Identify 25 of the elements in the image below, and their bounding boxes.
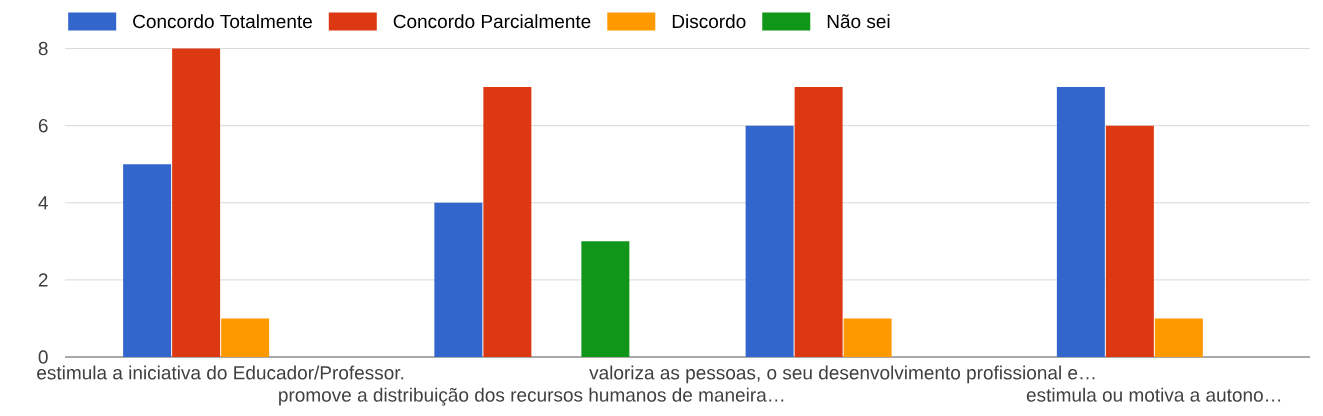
y-tick-label: 6: [38, 118, 48, 133]
bar: [843, 318, 892, 357]
x-tick-label: estimula a iniciativa do Educador/Professor.: [37, 365, 404, 380]
bar: [1056, 87, 1105, 357]
x-tick-label: promove a distribuição dos recursos humanos de maneira…: [279, 387, 784, 406]
legend-label: Concordo Parcialmente: [393, 14, 591, 29]
legend-label: Concordo Totalmente: [133, 14, 312, 29]
y-tick-label: 8: [38, 41, 48, 56]
legend-label: Não sei: [827, 14, 890, 29]
bar: [581, 241, 630, 357]
bar: [745, 125, 794, 357]
bar: [172, 48, 221, 357]
x-tick-label: estimula ou motiva a autono…: [1026, 387, 1281, 402]
legend-label: Discordo: [672, 14, 746, 29]
bar: [434, 202, 483, 357]
bar: [483, 87, 532, 357]
x-tick-label: valoriza as pessoas, o seu desenvolvimento profissional e…: [589, 365, 1095, 384]
bar: [794, 87, 843, 357]
y-tick-label: 4: [38, 196, 48, 210]
y-tick-label: 2: [38, 273, 48, 287]
y-tick-label: 0: [38, 350, 48, 364]
bar: [1154, 318, 1203, 357]
bar: [123, 164, 172, 357]
bar: [1105, 125, 1154, 357]
bar: [221, 318, 270, 357]
